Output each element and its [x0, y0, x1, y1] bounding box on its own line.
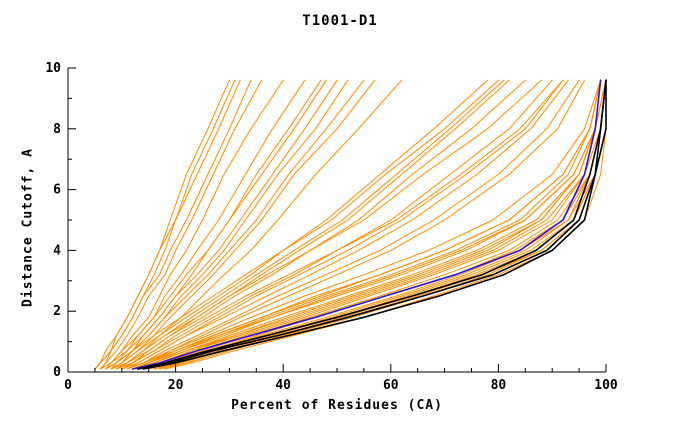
x-axis-label: Percent of Residues (CA): [231, 398, 443, 413]
y-tick-label: 6: [53, 183, 61, 198]
series-line-model-curves: [121, 79, 510, 370]
series-line-model-curves: [137, 79, 607, 370]
series-line-model-curves: [132, 79, 607, 370]
x-tick-label: 100: [594, 378, 618, 393]
series-line-model-curves: [115, 79, 505, 370]
chart-title: T1001-D1: [302, 13, 378, 29]
series-line-model-curves: [142, 79, 607, 370]
series-line-model-curves: [110, 79, 349, 370]
y-tick-label: 10: [45, 61, 61, 76]
series-line-best-curves: [142, 79, 607, 370]
series-line-model-curves: [126, 79, 564, 370]
series-line-model-curves: [94, 79, 236, 370]
y-tick-label: 8: [53, 122, 61, 137]
x-tick-label: 80: [491, 378, 507, 393]
series-line-model-curves: [137, 79, 602, 370]
series-line-model-curves: [105, 79, 499, 370]
series-line-highlight-curve: [131, 79, 602, 370]
series-line-model-curves: [137, 79, 607, 370]
y-tick-label: 2: [53, 304, 61, 319]
series-line-model-curves: [110, 79, 489, 370]
series-line-model-curves: [99, 79, 263, 370]
series-line-best-curves: [137, 79, 607, 370]
series-line-model-curves: [126, 79, 580, 370]
series-line-model-curves: [115, 79, 564, 370]
y-tick-label: 0: [53, 365, 61, 380]
series-line-model-curves: [164, 79, 607, 370]
x-tick-label: 20: [168, 378, 184, 393]
series-line-model-curves: [115, 79, 526, 370]
x-tick-label: 60: [383, 378, 399, 393]
series-line-model-curves: [142, 79, 607, 370]
series-line-model-curves: [105, 79, 306, 370]
series-line-model-curves: [99, 79, 322, 370]
series-line-model-curves: [126, 79, 602, 370]
series-line-model-curves: [121, 79, 553, 370]
x-tick-label: 0: [64, 378, 72, 393]
series-line-best-curves: [137, 79, 607, 370]
series-line-model-curves: [105, 79, 327, 370]
y-axis-label: Distance Cutoff, A: [20, 148, 36, 307]
series-line-model-curves: [132, 79, 602, 370]
series-line-model-curves: [142, 79, 607, 370]
series-line-model-curves: [99, 79, 252, 370]
x-tick-label: 40: [275, 378, 291, 393]
y-tick-label: 4: [53, 243, 61, 258]
